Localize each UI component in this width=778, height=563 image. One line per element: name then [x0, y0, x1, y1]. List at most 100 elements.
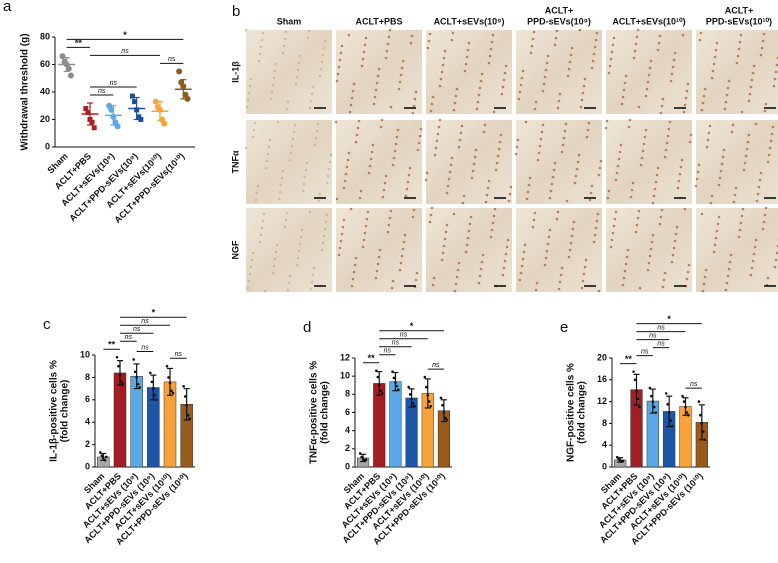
stain-dot: [578, 28, 582, 32]
stain-dot: [454, 282, 458, 286]
stain-dot: [606, 196, 610, 200]
stain-dot: [609, 57, 613, 61]
stain-dot: [419, 127, 423, 131]
stain-dot: [324, 220, 328, 224]
stain-dot: [635, 35, 639, 39]
data-point: [91, 125, 97, 131]
stain-dot: [310, 92, 314, 96]
y-tick-label: 12: [597, 396, 607, 406]
stain-dot: [651, 233, 655, 237]
stain-dot: [474, 148, 478, 152]
stain-dot: [414, 90, 418, 94]
data-point: [397, 388, 400, 392]
stain-dot: [319, 67, 323, 71]
stain-dot: [338, 58, 342, 62]
stain-dot: [288, 158, 292, 162]
column-label: ACLT+: [725, 5, 754, 15]
stain-dot: [266, 152, 270, 156]
stain-dot: [300, 228, 304, 232]
stain-dot: [660, 208, 664, 212]
data-point: [149, 371, 152, 375]
significance-label: ns: [690, 381, 698, 388]
stain-dot: [455, 87, 459, 91]
data-point: [102, 456, 105, 460]
stain-dot: [428, 220, 432, 224]
stain-dot: [350, 96, 354, 100]
stain-dot: [611, 43, 615, 47]
stain-dot: [689, 133, 693, 137]
stain-dot: [754, 238, 758, 242]
micrograph: [336, 120, 422, 204]
stain-dot: [673, 51, 677, 55]
data-point: [684, 405, 687, 409]
stain-dot: [256, 184, 260, 188]
stain-dot: [750, 78, 754, 82]
stain-dot: [570, 234, 574, 238]
bar: [389, 381, 402, 468]
stain-dot: [389, 105, 393, 109]
significance-label: ns: [121, 48, 129, 55]
stain-dot: [457, 261, 461, 265]
stain-dot: [443, 49, 447, 53]
stain-dot: [701, 289, 705, 293]
stain-dot: [670, 260, 674, 264]
stain-dot: [621, 283, 625, 287]
stain-dot: [317, 199, 321, 203]
stain-dot: [774, 70, 778, 74]
stain-dot: [320, 60, 324, 64]
stain-dot: [250, 258, 254, 262]
stain-dot: [453, 101, 457, 105]
data-point: [426, 393, 430, 397]
stain-dot: [303, 175, 307, 179]
stain-dot: [445, 191, 449, 195]
stain-dot: [628, 118, 632, 122]
stain-dot: [360, 64, 364, 68]
stain-dot: [724, 288, 728, 292]
stain-dot: [697, 163, 701, 167]
stain-dot: [723, 107, 727, 111]
stain-dot: [573, 181, 577, 185]
stain-dot: [574, 174, 578, 178]
stain-dot: [382, 188, 386, 192]
stain-dot: [274, 250, 278, 254]
stain-dot: [553, 43, 557, 47]
data-point: [391, 370, 394, 373]
stain-dot: [745, 147, 749, 151]
stain-dot: [373, 95, 377, 99]
stain-dot: [401, 59, 405, 63]
stain-dot: [752, 64, 756, 68]
stain-dot: [392, 156, 396, 160]
y-tick-label: 0: [85, 461, 90, 471]
stain-dot: [407, 173, 411, 177]
stain-dot: [466, 48, 470, 52]
stain-dot: [715, 229, 719, 233]
stain-dot: [287, 281, 291, 285]
stain-dot: [761, 227, 765, 231]
stain-dot: [284, 30, 288, 34]
stain-dot: [565, 199, 569, 203]
significance-label: ns: [641, 348, 649, 355]
stain-dot: [671, 65, 675, 69]
micrograph: [336, 30, 422, 114]
stain-dot: [755, 199, 759, 203]
stain-dot: [504, 252, 508, 256]
stain-dot: [349, 103, 353, 107]
stain-dot: [453, 289, 457, 293]
data-point: [153, 394, 157, 397]
stain-dot: [562, 136, 566, 140]
data-point: [89, 119, 95, 125]
y-tick-label: 4: [85, 417, 90, 427]
stain-dot: [705, 145, 709, 149]
stain-dot: [499, 133, 503, 137]
stain-dot: [366, 210, 370, 214]
data-point: [664, 392, 668, 395]
stain-dot: [506, 238, 510, 242]
data-point: [103, 458, 107, 462]
stain-dot: [668, 120, 672, 124]
significance-label: ns: [432, 362, 440, 369]
stain-dot: [756, 192, 760, 196]
stain-dot: [265, 159, 269, 163]
stain-dot: [285, 107, 289, 111]
stain-dot: [533, 107, 537, 111]
data-point: [377, 383, 381, 387]
